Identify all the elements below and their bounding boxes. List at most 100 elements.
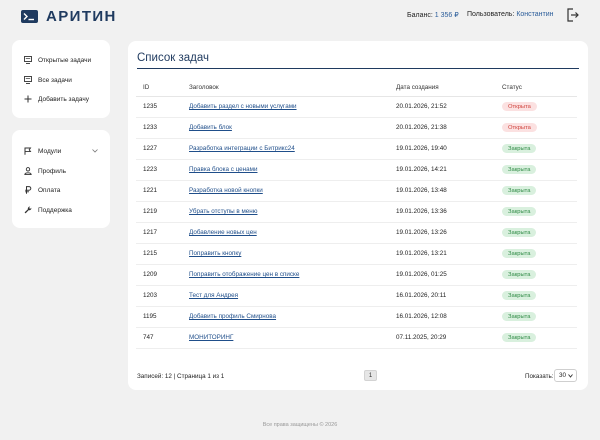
task-status-cell: Закрыта — [502, 159, 577, 181]
task-status-cell: Закрыта — [502, 264, 577, 286]
records-summary: Записей: 12 | Страница 1 из 1 — [137, 373, 225, 380]
task-status-cell: Закрыта — [502, 243, 577, 265]
sidebar-item-label: Профиль — [38, 167, 67, 175]
table-row[interactable]: 1221 Разработка новой кнопки 19.01.2026, 1… — [136, 180, 577, 202]
table-row[interactable]: 1219 Убрать отступы в меню 19.01.2026, 13:… — [136, 201, 577, 223]
task-title-cell: Тест для Андрея — [189, 285, 396, 307]
logo[interactable]: АРИТИН — [21, 7, 117, 25]
footer-copyright: Все права защищены © 2026 — [262, 422, 338, 428]
page-button[interactable]: 1 — [364, 370, 377, 381]
task-id: 1221 — [136, 180, 189, 202]
table-row[interactable]: 1233 Добавить блок 20.01.2026, 21:38 Открыт… — [136, 117, 577, 139]
status-badge: Закрыта — [502, 291, 537, 300]
task-date: 07.11.2025, 20:29 — [396, 327, 502, 349]
task-table-body: 1235 Добавить раздел с новыми услугами 20.… — [136, 96, 577, 349]
page-size-label: Показать: — [525, 373, 554, 380]
user-name[interactable]: Константин — [516, 11, 554, 18]
status-badge: Открыта — [502, 123, 537, 132]
monitor-icon — [24, 76, 32, 84]
task-date: 19.01.2026, 13:36 — [396, 201, 502, 223]
task-status-cell: Закрыта — [502, 306, 577, 328]
table-row[interactable]: 1227 Разработка интеграции с Битрикс24 19.… — [136, 138, 577, 160]
task-title-link[interactable]: Поправить кнопку — [189, 250, 242, 257]
task-id: 1235 — [136, 96, 189, 118]
task-status-cell: Закрыта — [502, 180, 577, 202]
task-status-cell: Закрыта — [502, 285, 577, 307]
balance: Баланс: 1 356 ₽ — [407, 11, 459, 19]
task-title-link[interactable]: Добавить раздел с новыми услугами — [189, 103, 297, 110]
task-date: 19.01.2026, 13:26 — [396, 222, 502, 244]
sidebar-item-all-tasks[interactable]: Все задачи — [24, 76, 72, 84]
sidebar-item-support[interactable]: Поддержка — [24, 206, 72, 214]
table-row[interactable]: 1215 Поправить кнопку 19.01.2026, 13:21 Зак… — [136, 243, 577, 265]
task-id: 1209 — [136, 264, 189, 286]
task-title-link[interactable]: Правка блока с ценами — [189, 166, 258, 173]
title-divider — [137, 68, 579, 69]
task-id: 1217 — [136, 222, 189, 244]
status-badge: Закрыта — [502, 333, 537, 342]
user-icon — [24, 167, 32, 175]
table-row[interactable]: 1217 Добавление новых цен 19.01.2026, 13:2… — [136, 222, 577, 244]
table-row[interactable]: 1209 Поправить отображение цен в списке 19… — [136, 264, 577, 286]
table-header-row: ID Заголовок Дата создания Статус — [136, 79, 577, 97]
task-id: 1233 — [136, 117, 189, 139]
task-list-panel: Список задач ID Заголовок Дата создания … — [128, 41, 588, 390]
task-title-link[interactable]: Разработка новой кнопки — [189, 187, 263, 194]
task-date: 16.01.2026, 12:08 — [396, 306, 502, 328]
task-title-link[interactable]: Убрать отступы в меню — [189, 208, 258, 215]
task-title-link[interactable]: Разработка интеграции с Битрикс24 — [189, 145, 295, 152]
logo-text: АРИТИН — [46, 7, 117, 25]
sidebar-account-card: Модули Профиль Оплата Поддержка — [12, 130, 110, 228]
task-status-cell: Открыта — [502, 96, 577, 118]
sidebar-item-profile[interactable]: Профиль — [24, 167, 66, 175]
task-title-cell: Поправить отображение цен в списке — [189, 264, 396, 286]
table-row[interactable]: 747 МОНИТОРИНГ 07.11.2025, 20:29 Закрыта — [136, 327, 577, 349]
page-size-select[interactable]: 30 — [554, 369, 577, 382]
balance-value[interactable]: 1 356 ₽ — [434, 12, 459, 19]
table-row[interactable]: 1195 Добавить профиль Смирнова 16.01.2026,… — [136, 306, 577, 328]
user-info: Пользователь: Константин — [467, 11, 554, 18]
sidebar-item-label: Добавить задачу — [38, 95, 90, 103]
task-status-cell: Закрыта — [502, 138, 577, 160]
task-title-link[interactable]: Добавление новых цен — [189, 229, 257, 236]
task-title-cell: Убрать отступы в меню — [189, 201, 396, 223]
sidebar-tasks-card: Открытые задачи Все задачи Добавить зада… — [12, 40, 110, 118]
task-id: 747 — [136, 327, 189, 349]
user-label: Пользователь: — [467, 11, 515, 18]
task-title-link[interactable]: Добавить профиль Смирнова — [189, 313, 277, 320]
table-row[interactable]: 1203 Тест для Андрея 16.01.2026, 20:11 Закр… — [136, 285, 577, 307]
task-date: 19.01.2026, 01:25 — [396, 264, 502, 286]
plus-icon — [24, 95, 32, 103]
status-badge: Закрыта — [502, 186, 537, 195]
sidebar-item-open-tasks[interactable]: Открытые задачи — [24, 56, 91, 64]
task-title-link[interactable]: Добавить блок — [189, 124, 232, 131]
task-title-link[interactable]: МОНИТОРИНГ — [189, 334, 234, 341]
sidebar-item-add-task[interactable]: Добавить задачу — [24, 95, 89, 103]
task-title-cell: Разработка новой кнопки — [189, 180, 396, 202]
column-header-id[interactable]: ID — [136, 79, 189, 97]
sidebar-item-modules[interactable]: Модули — [24, 147, 61, 155]
status-badge: Закрыта — [502, 228, 537, 237]
chevron-down-icon — [568, 374, 573, 378]
status-badge: Закрыта — [502, 249, 537, 258]
chevron-down-icon[interactable] — [92, 149, 98, 153]
task-title-cell: Добавить раздел с новыми услугами — [189, 96, 396, 118]
sidebar-item-label: Оплата — [38, 186, 61, 194]
page-size-value: 30 — [559, 372, 567, 379]
task-id: 1203 — [136, 285, 189, 307]
task-title-cell: МОНИТОРИНГ — [189, 327, 396, 349]
status-badge: Открыта — [502, 102, 537, 111]
logout-icon[interactable] — [566, 8, 579, 22]
task-title-cell: Добавление новых цен — [189, 222, 396, 244]
table-row[interactable]: 1235 Добавить раздел с новыми услугами 20.… — [136, 96, 577, 118]
sidebar-item-label: Модули — [38, 147, 62, 155]
task-title-link[interactable]: Поправить отображение цен в списке — [189, 271, 300, 278]
task-title-link[interactable]: Тест для Андрея — [189, 292, 239, 299]
task-id: 1215 — [136, 243, 189, 265]
sidebar-item-payment[interactable]: Оплата — [24, 186, 60, 194]
sidebar-item-label: Все задачи — [38, 76, 72, 84]
column-header-status[interactable]: Статус — [502, 79, 577, 97]
column-header-date[interactable]: Дата создания — [396, 79, 502, 97]
column-header-title[interactable]: Заголовок — [189, 79, 396, 97]
table-row[interactable]: 1223 Правка блока с ценами 19.01.2026, 14:… — [136, 159, 577, 181]
